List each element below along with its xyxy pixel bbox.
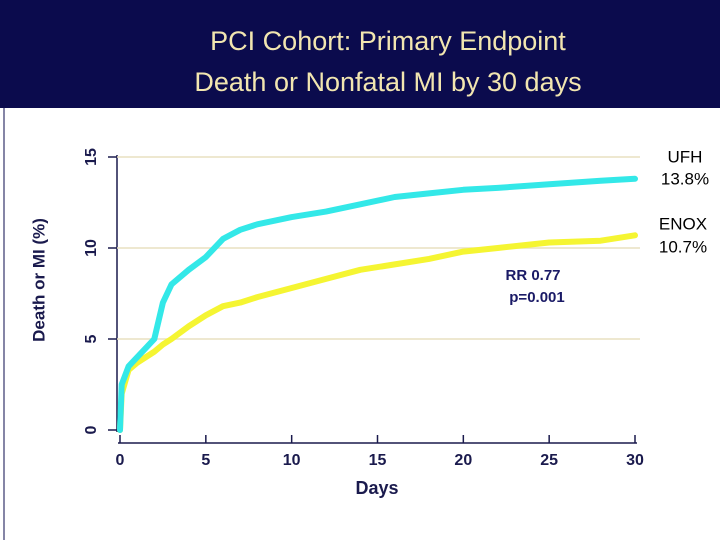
x-tick-label: 5 — [201, 452, 210, 469]
y-tick-label: 5 — [83, 334, 100, 343]
series-line — [117, 175, 638, 433]
annotation: p=0.001 — [509, 289, 564, 306]
x-tick-label: 20 — [454, 452, 472, 469]
annotation: UFH — [668, 147, 703, 166]
x-tick-label: 10 — [283, 452, 301, 469]
chart-title: PCI Cohort: Primary Endpoint — [210, 26, 566, 56]
header-band — [0, 0, 720, 108]
x-tick-label: 15 — [369, 452, 387, 469]
x-axis-label: Days — [355, 478, 398, 498]
annotation: ENOX — [659, 214, 707, 233]
chart-title: Death or Nonfatal MI by 30 days — [194, 67, 581, 97]
y-tick-label: 10 — [83, 239, 100, 257]
annotation: 10.7% — [659, 237, 707, 256]
annotation: RR 0.77 — [505, 267, 560, 284]
y-axis-label: Death or MI (%) — [29, 218, 48, 342]
x-tick-label: 30 — [626, 452, 644, 469]
series-line — [117, 232, 638, 433]
y-tick-label: 15 — [83, 148, 100, 166]
annotation: 13.8% — [661, 169, 709, 188]
y-tick-label: 0 — [83, 425, 100, 434]
x-tick-label: 0 — [116, 452, 125, 469]
x-tick-label: 25 — [540, 452, 558, 469]
